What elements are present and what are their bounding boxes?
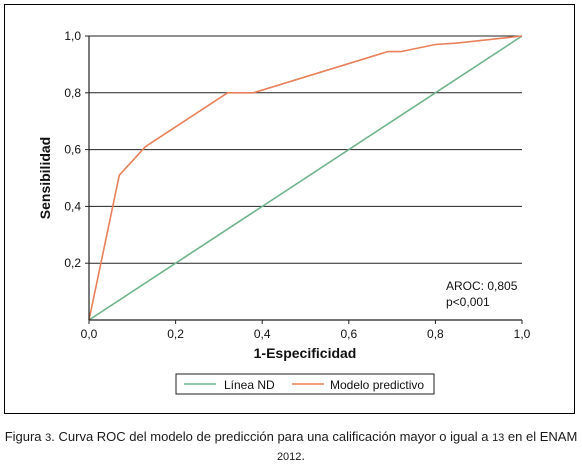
- aroc-annotation: AROC: 0,805: [446, 279, 518, 293]
- legend-label-modelo-predictivo: Modelo predictivo: [330, 378, 424, 392]
- caption-year: 2012: [276, 451, 302, 463]
- y-tick-label: 0,6: [64, 143, 81, 157]
- y-tick-label: 1,0: [64, 29, 81, 43]
- caption-end: .: [301, 448, 306, 463]
- caption-text-2: en el ENAM: [504, 429, 578, 444]
- caption-value: 13: [492, 432, 505, 444]
- x-tick-label: 0,4: [254, 327, 271, 341]
- legend: Línea ND Modelo predictivo: [175, 373, 435, 395]
- figure-frame: [4, 4, 575, 414]
- x-tick-label: 0,6: [340, 327, 357, 341]
- legend-label-linea-nd: Línea ND: [224, 378, 275, 392]
- p-value-annotation: p<0,001: [446, 295, 490, 309]
- y-tick-label: 0,8: [64, 86, 81, 100]
- y-axis-title: Sensibilidad: [37, 137, 53, 219]
- y-tick-label: 0,4: [64, 199, 81, 213]
- series-line-modelo-predictivo: [88, 35, 523, 321]
- series-line-linea-nd: [88, 35, 523, 321]
- roc-chart: 0,2 0,4 0,6 0,8 1,0 0,0 0,2 0,4 0,6 0,8 1,0 1-Espe…: [37, 29, 531, 395]
- figure-caption: Figura 3. Curva ROC del modelo de predic…: [0, 428, 582, 466]
- x-tick-label: 0,0: [81, 327, 98, 341]
- x-tick-label: 1,0: [514, 327, 531, 341]
- caption-prefix: Figura: [4, 429, 46, 444]
- caption-figure-number: 3: [45, 432, 52, 444]
- x-axis-title: 1-Especificidad: [254, 345, 357, 361]
- x-tick-label: 0,2: [167, 327, 184, 341]
- y-tick-label: 0,2: [64, 256, 81, 270]
- x-tick-label: 0,8: [427, 327, 444, 341]
- caption-text-1: . Curva ROC del modelo de predicción par…: [51, 429, 493, 444]
